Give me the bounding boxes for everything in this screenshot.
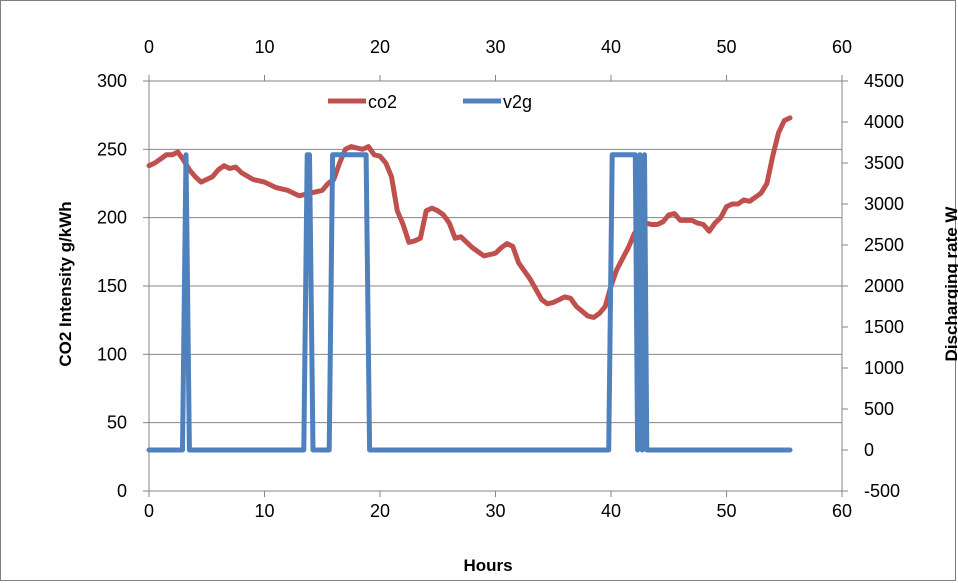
legend: co2 v2g bbox=[328, 92, 532, 112]
x-top-tick-label-5: 50 bbox=[716, 37, 736, 57]
y-right-tick-label-6: 2500 bbox=[864, 235, 904, 255]
y-left-tick-label-6: 300 bbox=[97, 71, 127, 91]
series-line-co2 bbox=[146, 115, 793, 320]
x-tick-label-6: 60 bbox=[832, 501, 852, 521]
x-top-tick-label-1: 10 bbox=[254, 37, 274, 57]
y-left-tick-label-3: 150 bbox=[97, 276, 127, 296]
x-tick-label-0: 0 bbox=[144, 501, 154, 521]
x-tick-label-4: 40 bbox=[601, 501, 621, 521]
x-tick-label-2: 20 bbox=[370, 501, 390, 521]
x-top-tick-label-2: 20 bbox=[370, 37, 390, 57]
y-right-tick-label-5: 2000 bbox=[864, 276, 904, 296]
y-right-tick-label-7: 3000 bbox=[864, 194, 904, 214]
axes bbox=[143, 75, 848, 497]
series-line-v2g bbox=[146, 152, 793, 453]
y-left-axis-title: CO2 Intensity g/kWh bbox=[56, 201, 75, 366]
y-left-tick-label-2: 100 bbox=[97, 344, 127, 364]
y-right-tick-label-4: 1500 bbox=[864, 317, 904, 337]
x-top-tick-label-0: 0 bbox=[144, 37, 154, 57]
y-right-tick-label-9: 4000 bbox=[864, 112, 904, 132]
y-right-tick-label-1: 0 bbox=[864, 440, 874, 460]
y-right-tick-label-8: 3500 bbox=[864, 153, 904, 173]
legend-label-co2: co2 bbox=[368, 92, 397, 112]
x-tick-label-3: 30 bbox=[485, 501, 505, 521]
x-top-tick-label-6: 60 bbox=[832, 37, 852, 57]
y-right-tick-label-10: 4500 bbox=[864, 71, 904, 91]
series-lines bbox=[146, 115, 793, 453]
y-left-tick-label-0: 0 bbox=[117, 481, 127, 501]
y-right-tick-label-2: 500 bbox=[864, 399, 894, 419]
y-right-tick-label-0: -500 bbox=[864, 481, 900, 501]
y-right-axis-title: Discharging rate W bbox=[942, 206, 958, 362]
legend-label-v2g: v2g bbox=[503, 92, 532, 112]
tick-labels: 0 10 20 30 40 50 60 0 10 20 30 40 50 60 0 50 100 150 200 25… bbox=[97, 37, 904, 521]
x-top-tick-label-4: 40 bbox=[601, 37, 621, 57]
y-left-tick-label-4: 200 bbox=[97, 208, 127, 228]
y-left-tick-label-1: 50 bbox=[107, 413, 127, 433]
x-tick-label-1: 10 bbox=[254, 501, 274, 521]
y-left-tick-label-5: 250 bbox=[97, 139, 127, 159]
x-axis-title: Hours bbox=[463, 556, 512, 575]
x-tick-label-5: 50 bbox=[716, 501, 736, 521]
x-top-tick-label-3: 30 bbox=[485, 37, 505, 57]
y-right-tick-label-3: 1000 bbox=[864, 358, 904, 378]
